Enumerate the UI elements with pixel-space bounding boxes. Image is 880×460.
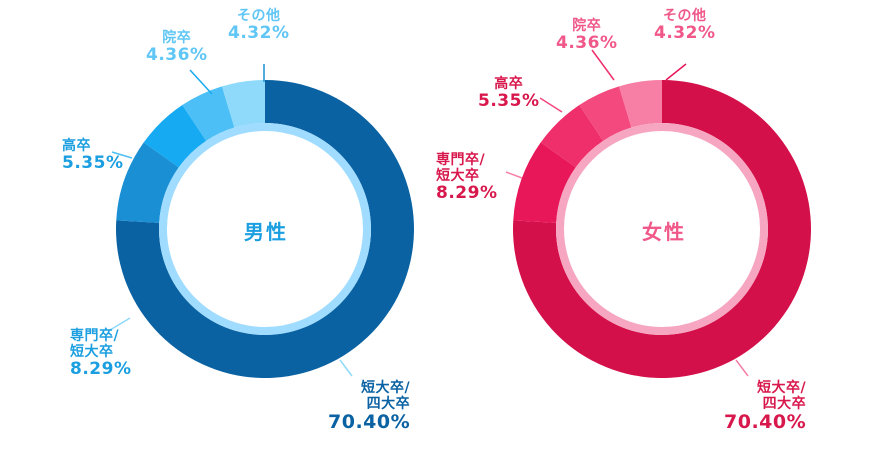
label-male-grad: 院卒 4.36% <box>146 30 207 66</box>
label-male-grad-value: 4.36% <box>146 45 208 66</box>
slice-female-4 <box>619 80 662 128</box>
inner-ring-female <box>556 123 768 335</box>
label-female-vocational-name2: 短大卒 <box>436 168 480 185</box>
label-female-other-value: 4.32% <box>654 23 716 44</box>
label-male-univ-name2: 四大卒 <box>366 396 411 413</box>
slice-male-3 <box>182 86 235 141</box>
label-male-other-value: 4.32% <box>228 23 290 44</box>
label-male-vocational-value: 8.29% <box>70 359 132 380</box>
label-female-hs-name: 高卒 <box>494 76 524 92</box>
label-male-vocational: 専門卒/ 短大卒 8.29% <box>70 328 131 380</box>
leader-line-male-3 <box>109 317 131 331</box>
slice-female-2 <box>540 105 604 168</box>
chart-title-male: 男性 <box>244 220 288 244</box>
slice-female-3 <box>579 86 632 141</box>
label-female-univ-value: 70.40% <box>724 411 807 434</box>
label-male-vocational-name2: 短大卒 <box>70 344 114 361</box>
leader-line-female-3 <box>505 171 523 179</box>
label-female-univ-name2: 四大卒 <box>762 396 807 413</box>
label-female-hs-value: 5.35% <box>478 91 540 112</box>
label-female-other-name: その他 <box>662 8 707 24</box>
label-male-hs-name: 高卒 <box>62 138 91 154</box>
label-male-univ-value: 70.40% <box>328 411 411 434</box>
label-female-grad: 院卒 4.36% <box>556 18 617 54</box>
label-female-hs: 高卒 5.35% <box>478 76 539 112</box>
label-female-grad-name: 院卒 <box>572 18 602 34</box>
leader-line-female-2 <box>539 97 563 113</box>
label-female-univ: 短大卒/ 四大卒 70.40% <box>724 380 806 434</box>
leader-line-female-1 <box>591 49 615 81</box>
label-male-grad-name: 院卒 <box>162 30 192 46</box>
slice-male-2 <box>143 105 207 168</box>
label-male-vocational-name: 専門卒/ <box>70 328 120 344</box>
label-male-hs: 高卒 5.35% <box>62 138 123 174</box>
leader-line-female-0 <box>665 63 687 81</box>
label-female-vocational-name: 専門卒/ <box>436 152 486 168</box>
slice-male-1 <box>116 142 179 223</box>
label-male-univ: 短大卒/ 四大卒 70.40% <box>328 380 410 434</box>
label-female-univ-name: 短大卒/ <box>757 380 807 396</box>
slice-female-1 <box>513 142 576 223</box>
inner-ring-male <box>159 123 371 335</box>
label-female-other: その他 4.32% <box>654 8 715 44</box>
leader-line-female-4 <box>735 359 749 377</box>
leader-line-male-1 <box>189 69 213 95</box>
leader-line-male-2 <box>111 151 133 159</box>
slice-male-4 <box>222 80 265 128</box>
leader-line-male-4 <box>339 359 353 377</box>
label-male-hs-value: 5.35% <box>62 153 124 174</box>
label-female-vocational: 専門卒/ 短大卒 8.29% <box>436 152 497 204</box>
label-male-univ-name: 短大卒/ <box>361 380 411 396</box>
label-male-other: その他 4.32% <box>228 8 289 44</box>
chart-title-female: 女性 <box>642 220 686 244</box>
label-male-other-name: その他 <box>236 8 281 24</box>
label-female-vocational-value: 8.29% <box>436 183 498 204</box>
label-female-grad-value: 4.36% <box>556 33 618 54</box>
